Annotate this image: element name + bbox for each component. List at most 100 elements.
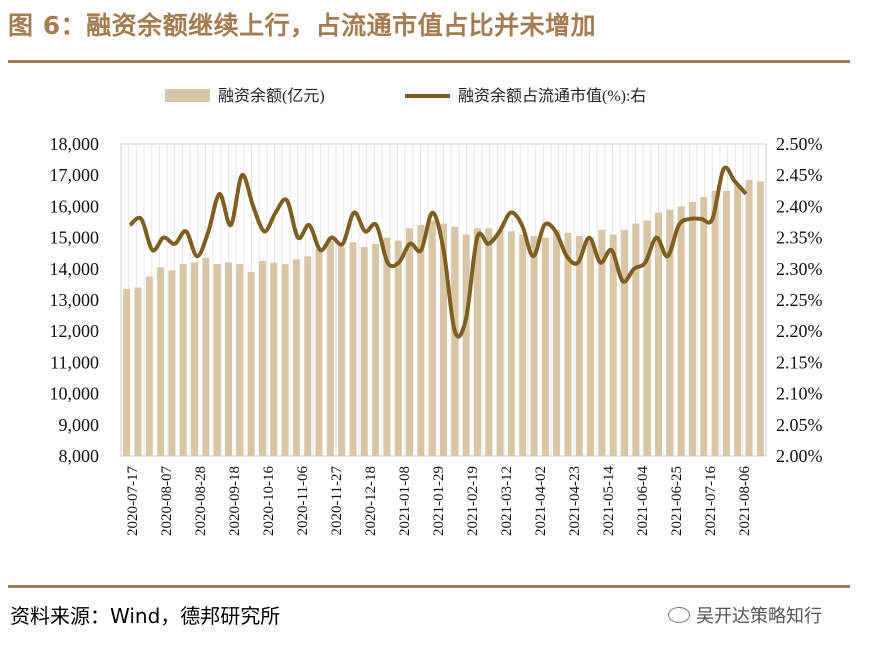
left-tick-label: 8,000 xyxy=(59,446,100,466)
bar xyxy=(722,190,730,457)
right-tick-label: 2.40% xyxy=(776,196,823,216)
x-tick-label: 2020-10-16 xyxy=(261,466,277,536)
bar xyxy=(677,206,685,456)
bar xyxy=(621,229,629,456)
bar xyxy=(587,237,595,456)
x-tick-label: 2020-11-06 xyxy=(295,466,311,536)
bar xyxy=(224,262,233,456)
x-tick-label: 2021-04-02 xyxy=(533,466,549,536)
x-tick-label: 2020-07-17 xyxy=(125,466,141,536)
right-tick-label: 2.05% xyxy=(776,415,823,435)
watermark-text: 吴开达策略知行 xyxy=(696,606,822,627)
right-axis: 2.50% 2.45% 2.40% 2.35% 2.30% 2.25% 2.20% 2.15%… xyxy=(776,134,823,466)
bar xyxy=(191,262,199,456)
x-tick-label: 2021-08-06 xyxy=(737,466,753,536)
x-tick-label: 2020-12-18 xyxy=(363,466,379,536)
bar xyxy=(530,236,538,456)
right-tick-label: 2.00% xyxy=(776,446,823,466)
legend-line-label: 融资余额占流通市值(%):右 xyxy=(458,86,646,105)
x-tick-label: 2021-02-19 xyxy=(465,466,481,536)
left-axis: 18,000 17,000 16,000 15,000 14,000 13,000 12,0… xyxy=(50,134,100,466)
right-tick-label: 2.10% xyxy=(776,384,823,404)
watermark: 吴开达策略知行 xyxy=(668,602,822,628)
bar xyxy=(462,234,470,456)
bar xyxy=(553,229,561,456)
figure-title: 图 6：融资余额继续上行，占流通市值占比并未增加 xyxy=(8,11,597,40)
bar xyxy=(213,264,221,456)
bar xyxy=(123,289,131,456)
bar xyxy=(157,267,165,456)
bar xyxy=(134,287,142,456)
right-tick-label: 2.15% xyxy=(776,352,823,372)
x-tick-label: 2021-01-08 xyxy=(397,466,413,536)
bar xyxy=(428,220,436,456)
bar xyxy=(632,223,640,456)
x-tick-label: 2020-08-07 xyxy=(159,466,175,536)
chart: 融资余额(亿元) 融资余额占流通市值(%):右 18,000 17,000 16,0… xyxy=(50,86,823,536)
left-tick-label: 15,000 xyxy=(50,228,100,248)
source-note: 资料来源：Wind，德邦研究所 xyxy=(10,604,281,628)
bar xyxy=(598,229,606,456)
x-tick-label: 2021-06-25 xyxy=(669,466,685,536)
bar xyxy=(145,276,153,456)
bar xyxy=(258,261,266,456)
bar xyxy=(507,231,515,456)
legend-bar-label: 融资余额(亿元) xyxy=(218,86,325,105)
footer-rule xyxy=(8,585,850,588)
legend: 融资余额(亿元) 融资余额占流通市值(%):右 xyxy=(165,86,646,105)
wechat-icon xyxy=(668,607,690,623)
legend-bar-swatch xyxy=(165,89,210,102)
bar xyxy=(519,234,527,456)
left-tick-label: 12,000 xyxy=(50,321,100,341)
x-tick-label: 2021-07-16 xyxy=(703,466,719,536)
bar xyxy=(326,240,334,456)
bar xyxy=(349,242,357,456)
left-tick-label: 17,000 xyxy=(50,165,100,185)
right-tick-label: 2.50% xyxy=(776,134,823,154)
bar xyxy=(745,179,753,456)
bar xyxy=(756,181,764,456)
right-tick-label: 2.20% xyxy=(776,321,823,341)
bar xyxy=(417,225,425,456)
left-tick-label: 14,000 xyxy=(50,259,100,279)
bar xyxy=(315,248,323,456)
left-tick-label: 13,000 xyxy=(50,290,100,310)
bar xyxy=(394,240,402,456)
bar xyxy=(304,256,312,456)
bar xyxy=(360,246,368,456)
x-tick-label: 2021-01-29 xyxy=(431,466,447,536)
bar xyxy=(281,264,289,456)
bar xyxy=(609,234,617,456)
x-tick-label: 2021-06-04 xyxy=(635,466,651,536)
x-tick-label: 2021-05-14 xyxy=(601,466,617,536)
bar xyxy=(575,236,583,456)
bar xyxy=(168,270,176,456)
bar xyxy=(711,190,719,457)
left-tick-label: 18,000 xyxy=(50,134,100,154)
bar xyxy=(666,209,674,456)
bar xyxy=(688,201,696,456)
x-tick-label: 2020-11-27 xyxy=(329,466,345,536)
bar xyxy=(496,229,504,456)
x-tick-label: 2021-04-23 xyxy=(567,466,583,536)
left-tick-label: 9,000 xyxy=(59,415,100,435)
bar xyxy=(473,228,481,456)
bar xyxy=(439,223,448,456)
x-tick-label: 2021-03-12 xyxy=(499,466,515,536)
x-tick-label: 2020-09-18 xyxy=(227,466,243,536)
bar xyxy=(383,237,391,456)
right-tick-label: 2.45% xyxy=(776,165,823,185)
right-tick-label: 2.25% xyxy=(776,290,823,310)
bar xyxy=(270,262,278,456)
bar xyxy=(338,246,346,456)
bar xyxy=(236,264,244,456)
bar xyxy=(643,220,651,456)
bar xyxy=(451,226,459,456)
bar xyxy=(406,228,414,456)
bar-series xyxy=(123,179,764,457)
line-series xyxy=(128,165,748,339)
x-tick-label: 2020-08-28 xyxy=(193,466,209,536)
bar xyxy=(485,228,493,456)
right-tick-label: 2.30% xyxy=(776,259,823,279)
bar xyxy=(700,197,708,457)
